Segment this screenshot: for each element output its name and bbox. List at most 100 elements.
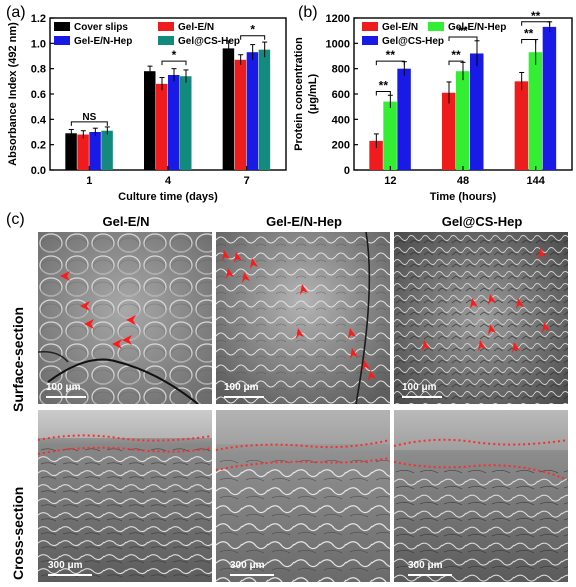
significance-label: *	[250, 23, 255, 37]
legend-swatch	[362, 22, 378, 31]
y-tick-label: 600	[332, 89, 350, 101]
sem-surface-gel-cs-hep: 100 μm	[394, 232, 568, 404]
significance-label: **	[379, 78, 389, 92]
scale-bar	[402, 396, 442, 398]
bar	[234, 59, 247, 170]
significance-bracket	[448, 36, 478, 41]
x-tick-label: 4	[165, 175, 172, 187]
scale-label: 100 μm	[46, 382, 81, 393]
significance-bracket	[521, 39, 537, 44]
x-tick-label: 7	[244, 175, 250, 187]
panel-label-b: (b)	[298, 4, 318, 21]
sem-surface-gel-en-hep: 100 μm	[216, 232, 390, 404]
bar	[383, 101, 397, 170]
legend-label: Gel@CS-Hep	[382, 36, 444, 47]
significance-bracket	[521, 21, 551, 26]
scale-bar	[230, 574, 274, 576]
bar	[258, 49, 271, 170]
bar	[168, 75, 180, 170]
scale-label: 300 μm	[408, 560, 443, 571]
scale-bar	[224, 396, 264, 398]
y-tick-label: 400	[332, 114, 350, 126]
scale-bar	[408, 574, 452, 576]
y-tick-label: 0.0	[31, 165, 46, 177]
y-axis-unit: (μg/mL)	[307, 74, 319, 115]
row-label-surface: Surface-section	[10, 306, 26, 412]
significance-bracket	[161, 60, 187, 66]
panel-label-c: (c)	[6, 211, 25, 228]
legend-label: Gel-E/N	[382, 22, 418, 33]
bar	[89, 132, 101, 170]
significance-label: **	[531, 9, 541, 23]
legend-label: Gel-E/N-Hep	[74, 36, 132, 47]
bar	[101, 130, 113, 170]
scale-bar	[46, 396, 86, 398]
y-tick-label: 0.6	[31, 89, 46, 101]
bar	[542, 26, 557, 170]
bar	[456, 71, 470, 170]
bar	[156, 83, 168, 170]
y-tick-label: 0	[344, 165, 350, 177]
significance-bracket	[448, 60, 464, 66]
significance-bracket	[240, 35, 266, 40]
legend-label: Gel@CS-Hep	[178, 36, 240, 47]
x-axis-label: Time (hours)	[430, 191, 497, 203]
bar	[222, 48, 235, 170]
column-title-gel-en: Gel-E/N	[102, 214, 150, 229]
scale-label: 300 μm	[230, 560, 265, 571]
x-tick-label: 12	[384, 175, 396, 187]
legend-label: Gel-E/N-Hep	[448, 22, 506, 33]
y-tick-label: 1000	[326, 38, 350, 50]
x-tick-label: 48	[457, 175, 469, 187]
bar	[528, 52, 543, 171]
legend-swatch	[54, 22, 70, 31]
significance-bracket	[70, 121, 108, 126]
y-tick-label: 0.8	[31, 64, 46, 76]
x-tick-label: 1	[86, 175, 92, 187]
column-title-gel-cs-hep: Gel@CS-Hep	[441, 214, 523, 229]
significance-label: **	[524, 27, 534, 41]
significance-label: **	[386, 48, 396, 62]
y-axis-label-group: Absorbance Index (492 nm)	[7, 22, 19, 166]
sem-cross-gel-cs-hep: 300 μm	[394, 410, 568, 582]
y-tick-label: 1200	[326, 13, 350, 25]
absorbance-chart: 0.0 0.2 0.4 0.6 0.8 1.0 1.2 1 4 7 Culture time (da…	[7, 13, 287, 203]
legend-swatch	[362, 36, 378, 45]
sem-cross-gel-en: 300 μm	[38, 410, 212, 582]
scale-label: 100 μm	[402, 382, 437, 393]
y-tick-label: 0.2	[31, 140, 46, 152]
y-tick-label: 1.0	[31, 38, 46, 50]
bar	[180, 76, 192, 170]
bar	[144, 71, 156, 170]
y-tick-label: 200	[332, 140, 350, 152]
bar	[65, 133, 77, 170]
bar	[246, 52, 259, 171]
y-tick-label: 800	[332, 64, 350, 76]
significance-label: NS	[82, 112, 96, 123]
y-axis-label-group: Protein concentration (μg/mL)	[293, 37, 319, 151]
sem-cross-gel-en-hep: 300 μm	[216, 410, 390, 582]
y-axis-label: Protein concentration	[293, 37, 305, 151]
bar	[77, 134, 89, 170]
scale-label: 300 μm	[48, 560, 83, 571]
bar	[369, 140, 383, 170]
scale-bar	[48, 574, 92, 576]
scale-label: 100 μm	[224, 382, 259, 393]
legend-label: Cover slips	[74, 22, 128, 33]
significance-label: *	[172, 48, 177, 62]
legend-swatch	[428, 22, 444, 31]
row-label-cross: Cross-section	[10, 486, 26, 580]
protein-chart: 0 200 400 600 800 1000 1200 12 48 144 Time (hours)…	[293, 9, 573, 203]
significance-bracket	[375, 90, 391, 96]
sem-surface-gel-en: 100 μm	[38, 232, 212, 404]
bar	[442, 92, 456, 170]
legend-label: Gel-E/N	[178, 22, 214, 33]
x-axis-label: Culture time (days)	[118, 191, 218, 203]
x-tick-label: 144	[526, 175, 545, 187]
bar	[514, 81, 529, 170]
legend-swatch	[158, 22, 174, 31]
column-title-gel-en-hep: Gel-E/N-Hep	[266, 214, 342, 229]
significance-label: **	[451, 48, 461, 62]
significance-label: **	[458, 24, 468, 38]
panel-label-a: (a)	[6, 4, 26, 21]
